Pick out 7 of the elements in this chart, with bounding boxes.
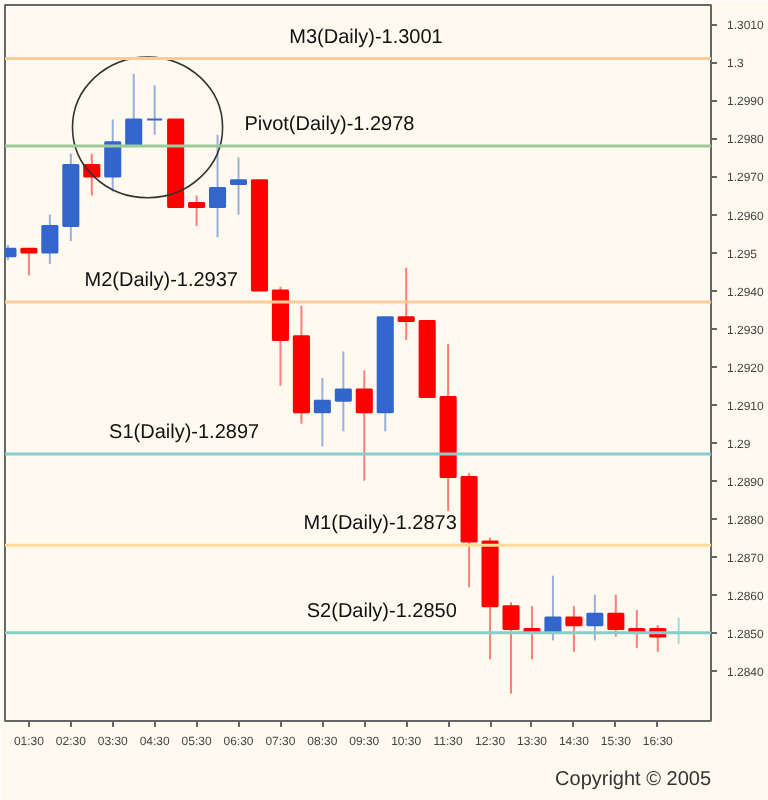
ref-line-label: M3(Daily)-1.3001 <box>289 26 444 49</box>
ref-line-label: S1(Daily)-1.2897 <box>109 422 261 445</box>
ref-line-label: M1(Daily)-1.2873 <box>303 513 458 536</box>
ref-line-label: Pivot(Daily)-1.2978 <box>244 114 416 137</box>
ref-line-label: M2(Daily)-1.2937 <box>84 269 239 292</box>
text: Copyright © 2005 <box>555 769 712 791</box>
ref-line-label: S2(Daily)-1.2850 <box>306 600 458 623</box>
